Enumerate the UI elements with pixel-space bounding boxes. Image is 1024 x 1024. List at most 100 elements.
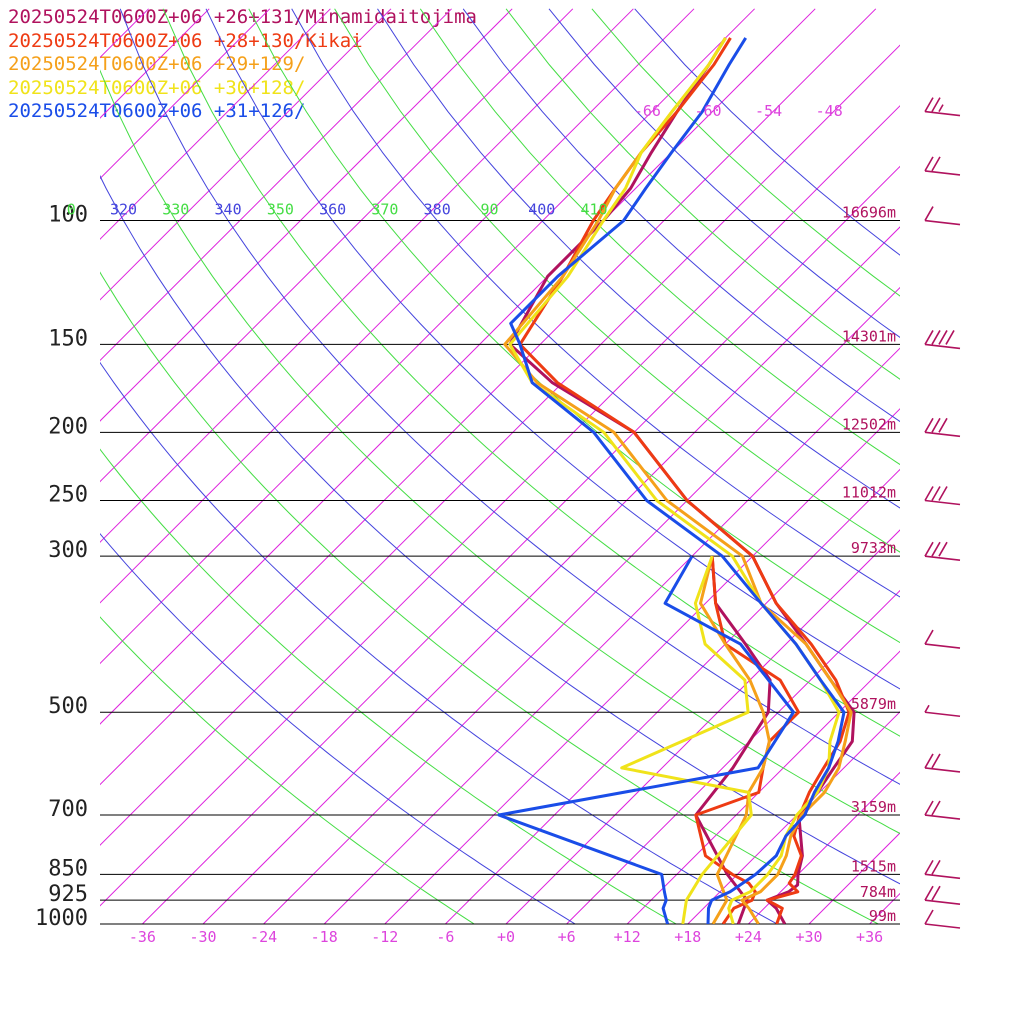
pressure-label-1000: 1000 xyxy=(35,906,88,931)
upper-isotherm-label: -66 xyxy=(634,102,661,120)
isotherm-line xyxy=(100,8,452,362)
wind-barb-flag xyxy=(931,330,941,345)
theta-label: 400 xyxy=(528,201,555,219)
pressure-label-250: 250 xyxy=(48,482,88,507)
wind-barb-flag xyxy=(931,417,941,433)
height-label-850: 1515m xyxy=(851,857,896,875)
theta-label: 380 xyxy=(424,201,451,219)
height-label-100: 16696m xyxy=(842,204,896,222)
wind-barb-staff xyxy=(924,555,961,561)
wind-barb-flag xyxy=(938,541,948,557)
wind-barb-flag xyxy=(924,97,934,112)
isotherm-line xyxy=(748,771,900,924)
legend-entry-31-126: 20250524T0600Z+06 +31+126/ xyxy=(8,100,306,122)
height-label-200: 12502m xyxy=(842,415,896,433)
height-label-700: 3159m xyxy=(851,798,896,816)
wind-barb-flag xyxy=(931,97,941,112)
x-tick-label: +24 xyxy=(735,928,762,946)
wind-barbs xyxy=(924,97,961,929)
wind-barb-flag xyxy=(924,909,934,925)
wind-barb-flag xyxy=(924,800,934,816)
theta-label: 350 xyxy=(267,201,294,219)
isotherm-line xyxy=(100,8,331,240)
isotherm-line xyxy=(100,8,574,483)
isotherm-line xyxy=(869,892,900,924)
isotherm-line xyxy=(263,286,900,924)
theta-label: 0 xyxy=(67,201,76,219)
pressure-label-850: 850 xyxy=(48,856,88,881)
dry-adiabat-line xyxy=(100,616,475,924)
isotherm-line xyxy=(0,9,27,924)
axis-labels: 100 16696m 150 14301m 200 12502m 250 11012m 300 9… xyxy=(35,102,896,946)
wind-barb-flag xyxy=(931,859,941,875)
x-tick-label: -24 xyxy=(250,928,277,946)
sounding-profiles xyxy=(497,37,856,924)
dry-adiabat-line xyxy=(162,8,900,737)
wind-barb-staff xyxy=(924,923,961,929)
dry-adiabat-line xyxy=(100,448,677,924)
wind-barb-staff xyxy=(924,814,961,820)
x-tick-label: -36 xyxy=(129,928,156,946)
isotherm-line xyxy=(808,832,900,924)
height-label-1000: 99m xyxy=(869,907,896,925)
pressure-label-150: 150 xyxy=(48,326,88,351)
theta-label: 410 xyxy=(580,201,607,219)
wind-barb-flag xyxy=(931,156,941,172)
isotherm-line xyxy=(323,347,900,924)
wind-barb-flag xyxy=(945,330,955,345)
isotherm-line xyxy=(100,8,755,665)
x-tick-label: -6 xyxy=(436,928,454,946)
isotherm-line xyxy=(566,589,900,924)
x-tick-label: +6 xyxy=(558,928,576,946)
dry-adiabat-line xyxy=(100,532,576,924)
x-tick-label: +0 xyxy=(497,928,515,946)
pressure-label-925: 925 xyxy=(48,882,88,907)
dry-adiabat-line xyxy=(100,174,900,885)
wind-barb-staff xyxy=(924,767,961,773)
series-4-temperature-line xyxy=(509,37,846,924)
pressure-label-700: 700 xyxy=(48,797,88,822)
dry-adiabat-line xyxy=(462,8,900,423)
wind-barb-flag xyxy=(924,330,934,345)
wind-barb-flag xyxy=(931,753,941,769)
wind-barb-flag xyxy=(924,753,934,769)
wind-barb-staff xyxy=(924,899,961,905)
isotherm-line xyxy=(100,8,271,180)
pressure-label-300: 300 xyxy=(48,538,88,563)
x-tick-label: -12 xyxy=(371,928,398,946)
pressure-label-200: 200 xyxy=(48,414,88,439)
isotherm-line xyxy=(687,711,900,924)
isotherm-line xyxy=(445,468,900,924)
series-2-dewpoint-line xyxy=(699,555,771,924)
height-label-150: 14301m xyxy=(842,327,896,345)
x-tick-label: +36 xyxy=(856,928,883,946)
isotherm-line xyxy=(100,8,695,604)
upper-isotherm-label: -48 xyxy=(816,102,843,120)
isotherm-line xyxy=(100,105,900,907)
isotherm-line xyxy=(384,408,900,924)
wind-barb-staff xyxy=(924,499,961,506)
dry-adiabat-line xyxy=(248,8,900,644)
wind-barb-flag xyxy=(924,156,934,172)
series-4-dewpoint-line xyxy=(497,555,795,924)
dry-adiabat-line xyxy=(205,8,900,690)
series-0-temperature-line xyxy=(508,37,856,924)
isotherm-line xyxy=(100,8,877,786)
wind-barb-flag xyxy=(924,859,934,875)
height-label-300: 9733m xyxy=(851,539,896,557)
wind-barb-flag xyxy=(938,486,948,501)
isotherm-line xyxy=(100,8,210,119)
wind-barb-staff xyxy=(924,431,961,438)
wind-barb-flag xyxy=(924,629,934,645)
isotherm-line xyxy=(100,8,634,543)
theta-label: 340 xyxy=(215,201,242,219)
pressure-label-500: 500 xyxy=(48,694,88,719)
theta-label: 90 xyxy=(480,201,498,219)
theta-label: 320 xyxy=(110,201,137,219)
series-3-dewpoint-line xyxy=(620,555,753,924)
wind-barb-flag xyxy=(924,417,934,433)
wind-barb-staff xyxy=(924,711,961,718)
dry-adiabat-line xyxy=(334,8,900,553)
wind-barb-flag xyxy=(924,885,934,901)
